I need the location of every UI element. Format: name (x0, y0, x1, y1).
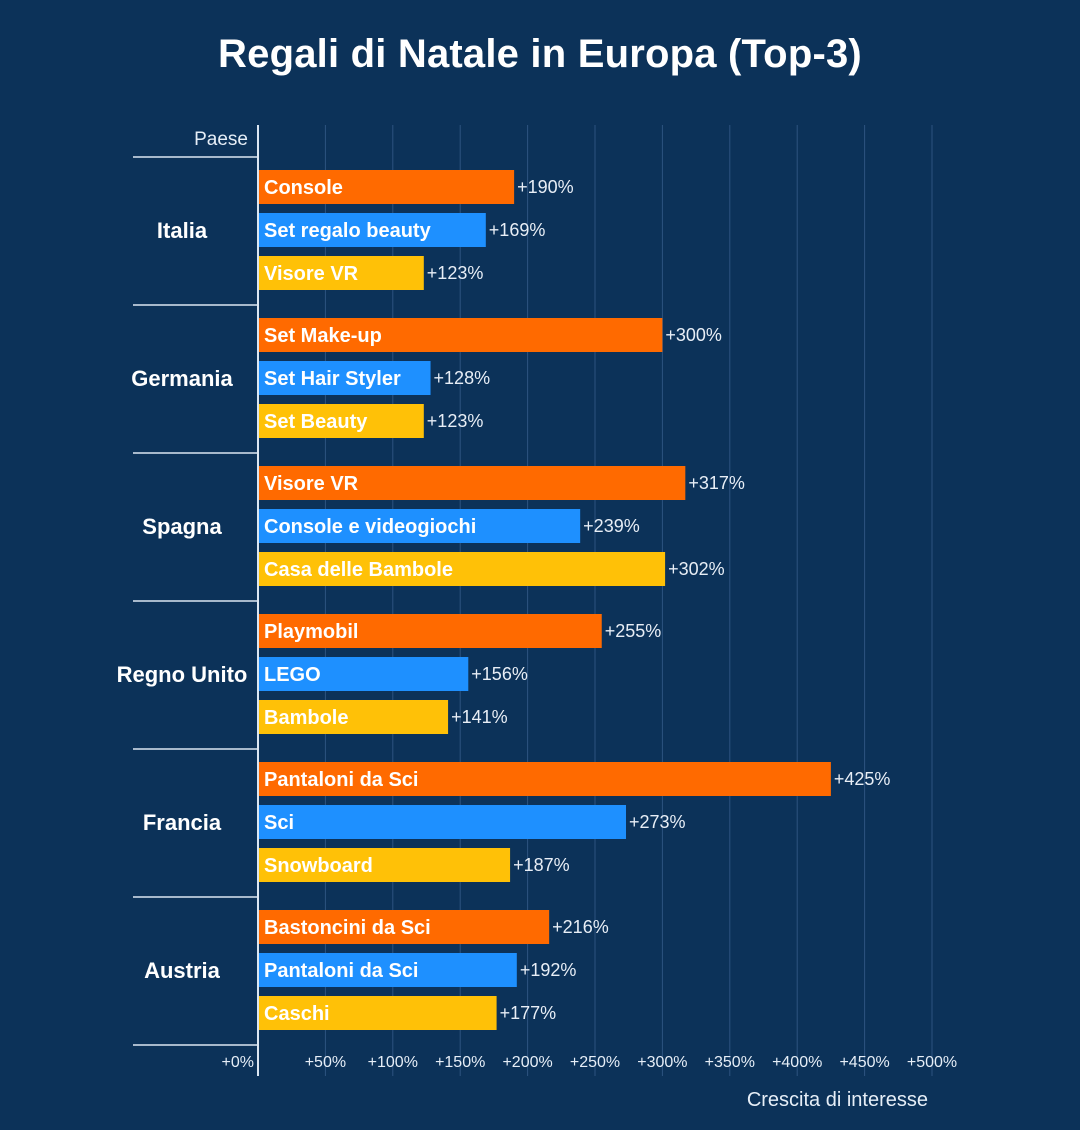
bar (259, 213, 486, 247)
bar (259, 170, 515, 204)
bar (259, 805, 627, 839)
country-label: Regno Unito (117, 662, 248, 687)
group-separators (133, 156, 258, 1046)
bar-label: LEGO (264, 664, 321, 686)
value-label: +239% (583, 516, 640, 536)
bar-label: Pantaloni da Sci (264, 769, 418, 791)
x-tick-label: +50% (305, 1054, 346, 1071)
bar-label: Set Make-up (264, 325, 382, 347)
value-label: +190% (517, 177, 574, 197)
bar (259, 848, 511, 882)
x-tick-label: +250% (570, 1054, 620, 1071)
bar-label: Visore VR (264, 263, 359, 285)
value-label: +302% (668, 559, 725, 579)
country-label: Austria (144, 958, 221, 983)
value-label: +300% (665, 325, 722, 345)
x-tick-label: +450% (839, 1054, 889, 1071)
value-label: +273% (629, 812, 686, 832)
country-header: Paese (194, 129, 248, 150)
bar (259, 466, 686, 500)
value-label: +128% (434, 368, 491, 388)
x-tick-label: +150% (435, 1054, 485, 1071)
value-label: +317% (688, 473, 745, 493)
value-label: +192% (520, 960, 577, 980)
x-tick-label: +400% (772, 1054, 822, 1071)
bar-label: Console e videogiochi (264, 516, 476, 538)
bar-label: Set regalo beauty (264, 220, 432, 242)
chart-title: Regali di Natale in Europa (Top-3) (218, 32, 862, 76)
bar (259, 318, 663, 352)
bar-label: Bambole (264, 707, 348, 729)
x-axis-title: Crescita di interesse (747, 1089, 928, 1111)
value-label: +255% (605, 621, 662, 641)
x-tick-label: +0% (222, 1054, 254, 1071)
x-tick-label: +500% (907, 1054, 957, 1071)
labels: +0% +50% +100% +150% +200% +250% +300% +350% +40… (117, 129, 958, 1111)
bar (259, 700, 449, 734)
value-label: +169% (489, 220, 546, 240)
value-label: +141% (451, 707, 508, 727)
bar-label: Sci (264, 812, 294, 834)
bar (259, 361, 431, 395)
x-tick-label: +300% (637, 1054, 687, 1071)
bar-label: Console (264, 177, 343, 199)
x-tick-label: +350% (705, 1054, 755, 1071)
bar (259, 509, 581, 543)
bar (259, 657, 469, 691)
bar (259, 762, 831, 796)
bar (259, 614, 602, 648)
bar (259, 552, 666, 586)
bar-label: Playmobil (264, 621, 358, 643)
bar-label: Caschi (264, 1003, 330, 1025)
bar (259, 996, 497, 1030)
bar-label: Set Hair Styler (264, 368, 401, 390)
bar-label: Visore VR (264, 473, 359, 495)
bar (259, 404, 424, 438)
value-label: +187% (513, 855, 570, 875)
x-tick-label: +200% (502, 1054, 552, 1071)
bars (259, 170, 831, 1030)
bar (259, 953, 517, 987)
bar-label: Casa delle Bambole (264, 559, 453, 581)
x-tick-label: +100% (368, 1054, 418, 1071)
bar-label: Bastoncini da Sci (264, 917, 431, 939)
value-label: +123% (427, 263, 484, 283)
value-label: +156% (471, 664, 528, 684)
bar-label: Set Beauty (264, 411, 368, 433)
country-label: Germania (131, 366, 233, 391)
country-label: Italia (157, 218, 208, 243)
bar (259, 256, 424, 290)
value-label: +177% (500, 1003, 557, 1023)
value-label: +425% (834, 769, 891, 789)
bar (259, 910, 550, 944)
grid-lines (324, 125, 933, 1076)
value-label: +123% (427, 411, 484, 431)
value-label: +216% (552, 917, 609, 937)
country-label: Spagna (142, 514, 222, 539)
bar-label: Snowboard (264, 855, 373, 877)
bar-label: Pantaloni da Sci (264, 960, 418, 982)
country-label: Francia (143, 810, 222, 835)
